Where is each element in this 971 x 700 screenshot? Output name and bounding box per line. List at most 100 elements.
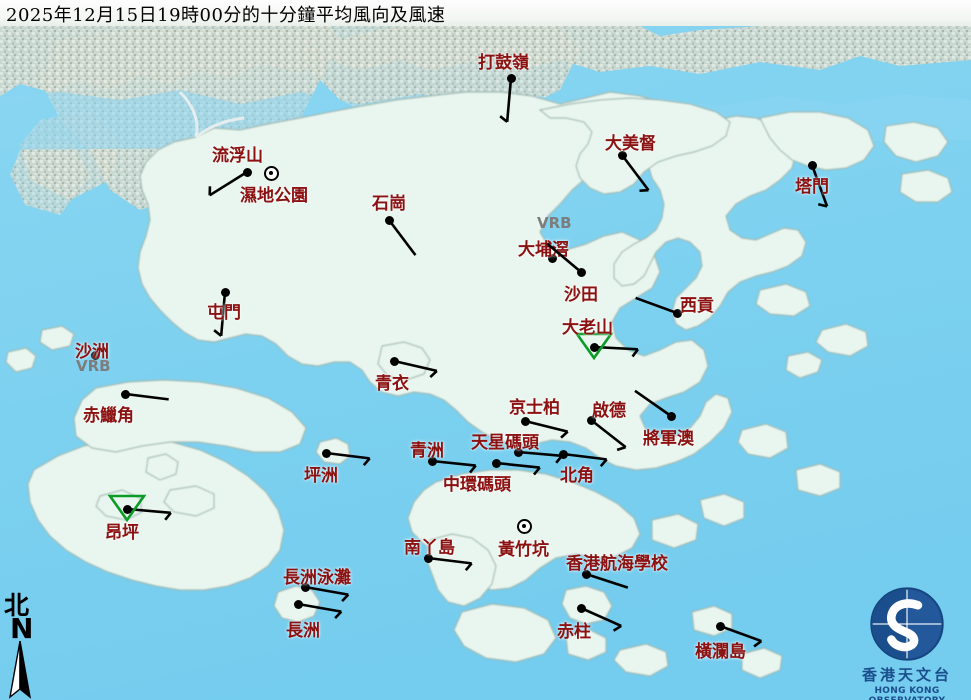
station-dot: [581, 569, 591, 579]
barb-half-feather: [639, 188, 649, 192]
barb-shaft: [524, 419, 569, 433]
wind-barb-icon: [580, 606, 622, 632]
barb-shaft: [635, 296, 678, 315]
barb-half-feather: [341, 593, 350, 603]
station-label: 青洲: [410, 441, 444, 461]
barb-half-feather: [213, 329, 222, 337]
barb-shaft: [546, 242, 582, 273]
station-label: 大美督: [605, 134, 656, 154]
wind-barb-icon: [546, 242, 582, 273]
station-dot: [242, 167, 252, 177]
north-arrow-icon: [8, 641, 32, 699]
sai-kung-island-c: [785, 351, 823, 379]
station-label: 塔門: [795, 177, 829, 197]
wind-barb-icon: [634, 389, 672, 418]
variable-wind-label: VRB: [537, 214, 572, 232]
barb-half-feather: [464, 562, 473, 572]
station-label: 流浮山: [212, 146, 263, 166]
station-dot: [520, 416, 530, 426]
station-label: 長洲: [286, 621, 320, 641]
barb-shaft: [209, 170, 248, 197]
station-dot: [715, 621, 725, 631]
ne-island-c: [899, 169, 953, 203]
wind-barb-icon: [124, 392, 169, 401]
station-label: 京士柏: [509, 398, 560, 418]
barb-shaft: [634, 389, 672, 418]
lantau-inner-island-b: [163, 485, 215, 517]
land-masses: [5, 91, 953, 679]
barb-half-feather: [616, 445, 627, 452]
station-label: 大埔滘: [518, 240, 569, 260]
station-dot: [321, 448, 331, 458]
station-label: 天星碼頭: [471, 433, 539, 453]
station-dot: [672, 308, 682, 318]
station-label: 沙田: [564, 285, 598, 305]
gale-triangle-icon: [574, 332, 614, 360]
south-island-c: [565, 629, 607, 661]
station-label: 濕地公園: [240, 186, 308, 206]
hko-logo-icon: [870, 587, 944, 661]
wind-barb-icon: [387, 219, 417, 256]
barb-shaft: [580, 606, 622, 628]
wind-barb-icon: [297, 602, 343, 620]
station-dot: [220, 287, 230, 297]
barb-shaft: [387, 219, 417, 256]
plover-cove-area: [538, 97, 731, 195]
wind-barb-icon: [562, 452, 608, 468]
station-dot: [576, 267, 586, 277]
barb-shaft: [590, 418, 627, 449]
station-label: 打鼓嶺: [478, 53, 529, 73]
sai-kung-island-a: [755, 283, 811, 317]
wind-barb-icon: [431, 459, 477, 474]
station-dot: [666, 411, 676, 421]
compass-label-zh: 北: [4, 591, 30, 620]
station-dot: [513, 447, 523, 457]
station-label: 長洲泳灘: [283, 568, 351, 588]
barb-shaft: [585, 572, 629, 589]
barb-shaft: [719, 624, 762, 643]
barb-half-feather: [429, 369, 438, 379]
clearwater-bay-island: [737, 423, 789, 459]
station-label: 赤鱲角: [83, 406, 134, 426]
barb-half-feather: [468, 464, 477, 474]
barb-shaft: [297, 602, 342, 613]
wind-barb-icon: [325, 451, 371, 467]
barb-half-feather: [817, 202, 828, 208]
wind-barb-icon: [208, 170, 248, 197]
station-dot: [807, 160, 817, 170]
po-toi-island: [613, 643, 669, 677]
barb-half-feather: [753, 640, 763, 648]
barb-half-feather: [334, 610, 343, 620]
station-label: 中環碼頭: [443, 475, 511, 495]
barb-shaft: [620, 154, 650, 191]
barb-half-feather: [599, 458, 608, 468]
wind-barb-icon: [635, 296, 678, 315]
station-label: 石崗: [372, 194, 406, 214]
page-title: 2025年12月15日19時00分的十分鐘平均風向及風速: [6, 5, 446, 26]
wind-barb-icon: [495, 461, 541, 476]
station-label: 昂坪: [105, 523, 139, 543]
station-dot: [558, 449, 568, 459]
station-label: 屯門: [207, 303, 241, 323]
station-dot: [293, 599, 303, 609]
barb-shaft: [325, 451, 370, 460]
station-label: 沙洲: [75, 342, 109, 362]
station-label: 坪洲: [304, 466, 338, 486]
station-dot: [617, 150, 627, 160]
wind-barb-icon: [585, 572, 629, 589]
barb-shaft: [495, 461, 540, 469]
barb-half-feather: [532, 466, 541, 476]
wind-barb-icon: [213, 291, 227, 337]
sha-chau: [39, 325, 75, 351]
stanley-peninsula: [561, 585, 613, 625]
station-label: 赤柱: [557, 622, 591, 642]
tap-mun-island: [759, 111, 875, 171]
lamma-island: [425, 533, 497, 607]
sai-kung-island-b: [815, 323, 869, 357]
hko-name-zh: 香港天文台: [861, 666, 952, 684]
barb-shaft: [810, 164, 829, 207]
barb-shaft: [562, 452, 607, 461]
barb-shaft: [124, 392, 169, 401]
